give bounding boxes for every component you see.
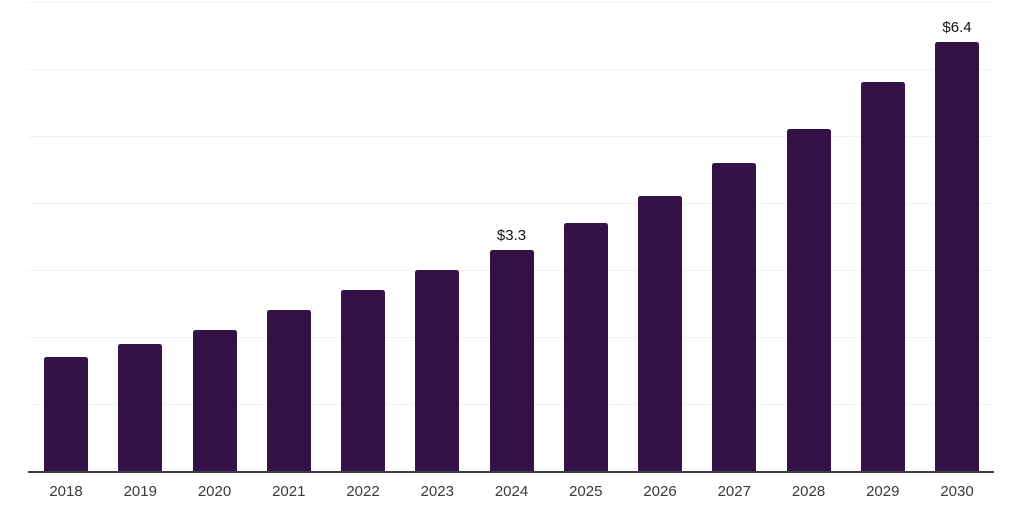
bar-2027 <box>712 162 757 471</box>
gridline <box>28 136 994 137</box>
bar-2018 <box>44 357 88 471</box>
data-label-2024: $3.3 <box>496 226 527 244</box>
bar-2025 <box>563 223 608 471</box>
plot-area: 2018 2019 2020 2021 2022 2023 $3.3 2024 2025 2026… <box>28 2 994 499</box>
bar-2019 <box>118 343 163 471</box>
bar-cell-2028: 2028 <box>786 129 831 499</box>
bar-2023 <box>415 270 460 471</box>
bar-2021 <box>266 310 311 471</box>
bar-cell-2024: $3.3 2024 <box>489 226 534 499</box>
x-tick-label-2019: 2019 <box>123 483 157 500</box>
x-tick-label-2022: 2022 <box>346 483 380 500</box>
x-tick-label-2026: 2026 <box>643 483 677 500</box>
x-tick-label-2021: 2021 <box>272 483 306 500</box>
bar-cell-2018: 2018 <box>44 357 88 499</box>
bar-cell-2022: 2022 <box>341 290 385 499</box>
bar-2020 <box>192 330 237 471</box>
x-tick-label-2025: 2025 <box>569 483 603 500</box>
data-label-2030: $6.4 <box>942 19 972 37</box>
bar-cell-2030: $6.4 2030 <box>935 19 979 499</box>
x-tick-label-2018: 2018 <box>49 483 83 500</box>
x-tick-label-2028: 2028 <box>791 483 826 500</box>
bar-cell-2026: 2026 <box>638 196 682 499</box>
x-tick-label-2024: 2024 <box>494 483 529 500</box>
bar-2028 <box>786 129 831 471</box>
bar-cell-2023: 2023 <box>415 270 460 499</box>
x-tick-label-2027: 2027 <box>717 483 751 500</box>
x-tick-label-2023: 2023 <box>420 483 454 500</box>
gridline <box>28 2 994 3</box>
bar-2024 <box>489 249 534 471</box>
bar-cell-2025: 2025 <box>563 223 608 499</box>
bar-cell-2020: 2020 <box>192 330 237 499</box>
bars-row: 2018 2019 2020 2021 2022 2023 $3.3 2024 2025 2026… <box>28 2 994 499</box>
bar-2022 <box>341 290 385 471</box>
x-tick-label-2020: 2020 <box>197 483 232 500</box>
bar-cell-2021: 2021 <box>266 310 311 499</box>
bar-2030 <box>935 42 979 471</box>
bar-cell-2029: 2029 <box>860 82 905 499</box>
gridline <box>28 203 994 205</box>
bar-2029 <box>860 82 905 471</box>
bar-cell-2019: 2019 <box>118 343 163 499</box>
bar-cell-2027: 2027 <box>712 162 757 499</box>
bar-2026 <box>638 196 682 471</box>
x-tick-label-2030: 2030 <box>940 483 974 500</box>
x-tick-label-2029: 2029 <box>866 483 900 500</box>
gridline <box>28 69 994 70</box>
